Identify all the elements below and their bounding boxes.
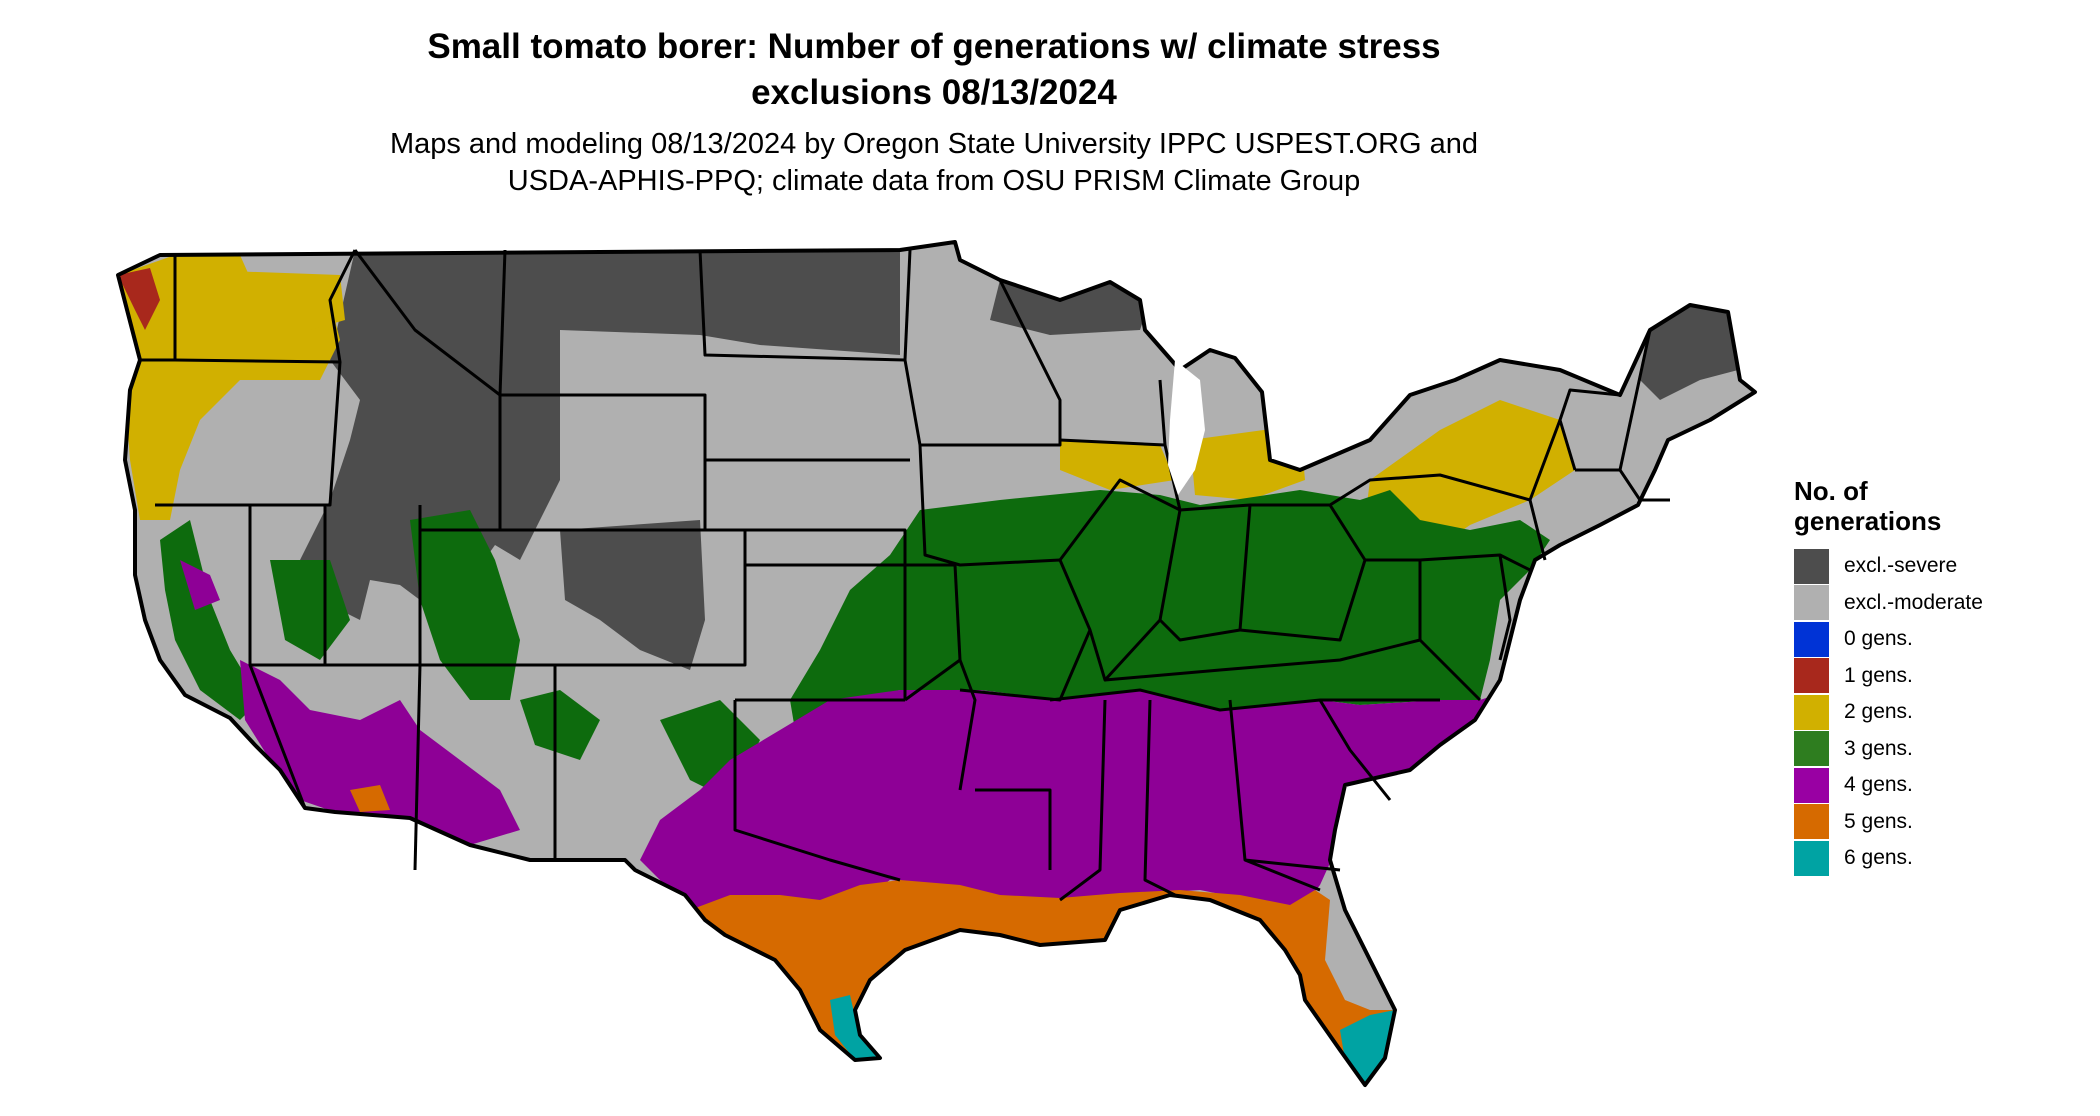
legend-swatch bbox=[1794, 767, 1829, 803]
zone-excl-severe bbox=[990, 280, 1150, 335]
legend-swatch bbox=[1794, 731, 1829, 767]
legend-swatch bbox=[1794, 548, 1829, 584]
legend-item: excl.-moderate bbox=[1794, 585, 1983, 622]
legend-label: 1 gens. bbox=[1844, 663, 1913, 687]
zone-excl-severe bbox=[1640, 305, 1738, 400]
us-generations-map bbox=[116, 240, 1757, 1087]
legend-title-line-2: generations bbox=[1794, 506, 1942, 536]
legend-item: 5 gens. bbox=[1794, 804, 1983, 841]
legend-label: 4 gens. bbox=[1844, 773, 1913, 797]
zone-one-gens bbox=[118, 268, 160, 330]
legend-label: 2 gens. bbox=[1844, 700, 1913, 724]
zone-four-gens bbox=[240, 660, 520, 845]
legend-swatch bbox=[1794, 840, 1829, 876]
legend-swatch bbox=[1794, 585, 1829, 621]
zone-three-gens bbox=[270, 560, 350, 660]
legend-swatch bbox=[1794, 694, 1829, 730]
legend-item: 4 gens. bbox=[1794, 767, 1983, 804]
legend-item: 1 gens. bbox=[1794, 658, 1983, 695]
legend-title: No. of generations bbox=[1794, 476, 1983, 536]
zone-five-gens bbox=[350, 785, 390, 812]
map-subtitle: Maps and modeling 08/13/2024 by Oregon S… bbox=[0, 126, 1868, 200]
zone-two-gens bbox=[1060, 440, 1175, 490]
lake-michigan bbox=[1168, 360, 1205, 495]
legend-label: 5 gens. bbox=[1844, 809, 1913, 833]
legend-label: excl.-moderate bbox=[1844, 590, 1983, 614]
zone-three-gens bbox=[410, 510, 520, 700]
zone-five-gens bbox=[690, 880, 1395, 1085]
legend-label: 6 gens. bbox=[1844, 846, 1913, 870]
zone-two-gens bbox=[200, 270, 345, 330]
legend-swatch bbox=[1794, 804, 1829, 840]
legend-items: excl.-severe excl.-moderate 0 gens. 1 ge… bbox=[1794, 548, 1983, 877]
legend-item: 0 gens. bbox=[1794, 621, 1983, 658]
legend-title-line-1: No. of bbox=[1794, 476, 1868, 506]
legend-item: 2 gens. bbox=[1794, 694, 1983, 731]
legend-item: excl.-severe bbox=[1794, 548, 1983, 585]
subtitle-line-2: USDA-APHIS-PPQ; climate data from OSU PR… bbox=[507, 165, 1361, 197]
title-line-1: Small tomato borer: Number of generation… bbox=[427, 27, 1441, 66]
legend-item: 6 gens. bbox=[1794, 840, 1983, 877]
subtitle-line-1: Maps and modeling 08/13/2024 by Oregon S… bbox=[389, 128, 1479, 160]
legend-label: 0 gens. bbox=[1844, 627, 1913, 651]
zone-three-gens bbox=[520, 690, 600, 760]
zone-excl-severe bbox=[560, 520, 705, 670]
legend-swatch bbox=[1794, 658, 1829, 694]
legend-label: 3 gens. bbox=[1844, 736, 1913, 760]
legend-item: 3 gens. bbox=[1794, 731, 1983, 768]
legend: No. of generations excl.-severe excl.-mo… bbox=[1794, 476, 1983, 877]
zone-four-gens bbox=[180, 560, 220, 610]
legend-swatch bbox=[1794, 621, 1829, 657]
legend-label: excl.-severe bbox=[1844, 554, 1958, 578]
title-line-2: exclusions 08/13/2024 bbox=[751, 73, 1117, 112]
map-title: Small tomato borer: Number of generation… bbox=[0, 24, 1868, 116]
state-boundaries bbox=[140, 249, 1670, 902]
